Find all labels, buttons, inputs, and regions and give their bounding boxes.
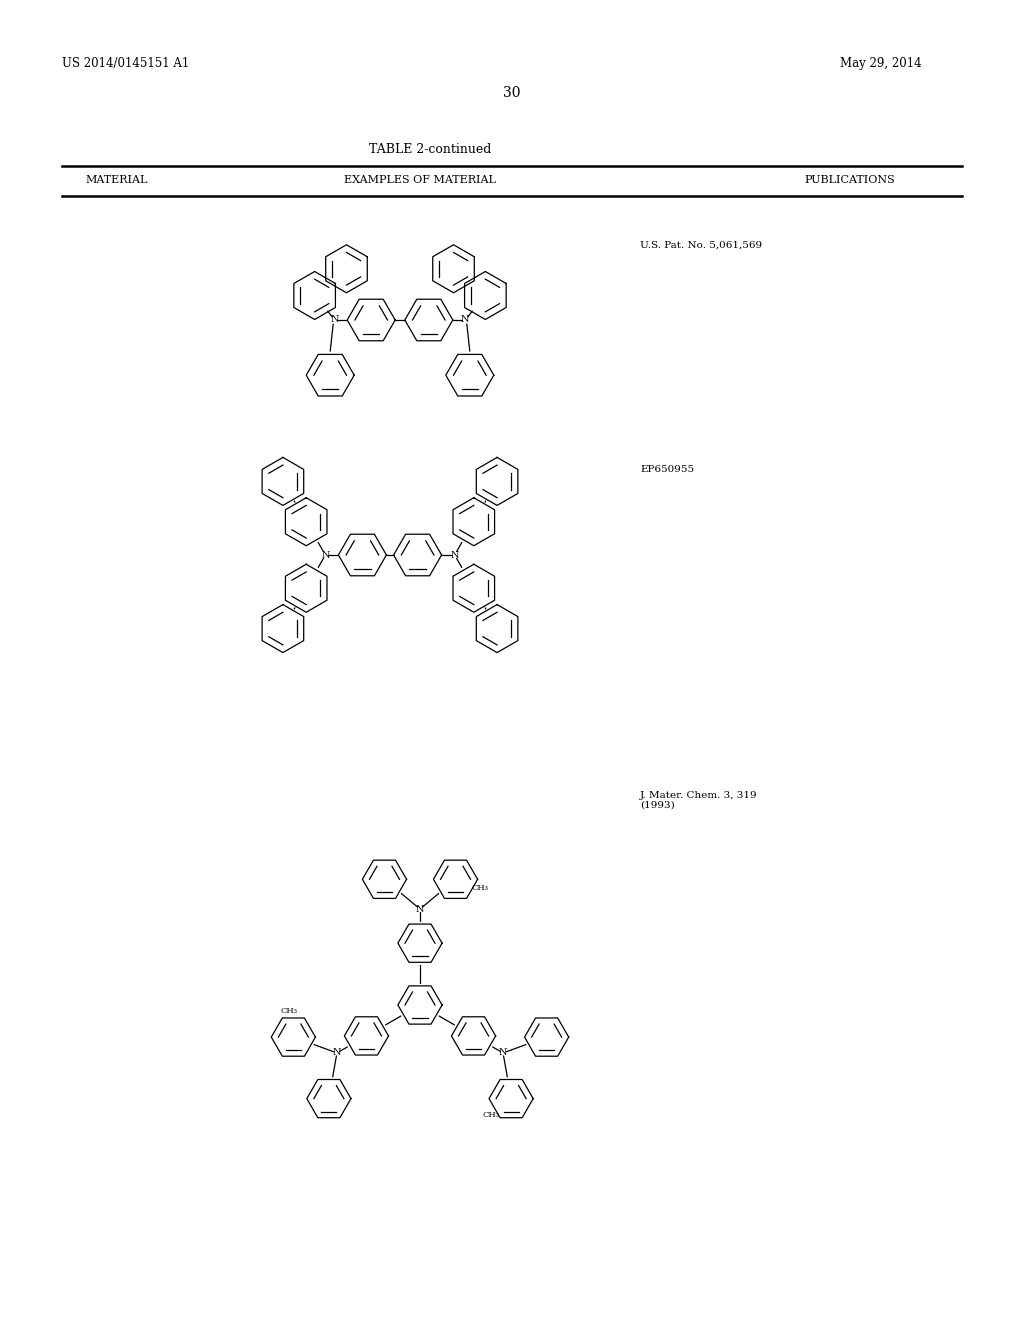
Text: CH₃: CH₃: [281, 1007, 297, 1015]
Text: PUBLICATIONS: PUBLICATIONS: [805, 176, 895, 185]
Text: TABLE 2-continued: TABLE 2-continued: [369, 143, 492, 156]
Text: May 29, 2014: May 29, 2014: [840, 57, 922, 70]
Text: N: N: [322, 550, 330, 560]
Text: N: N: [451, 550, 459, 560]
Text: N: N: [331, 315, 339, 325]
Text: N: N: [416, 904, 424, 913]
Text: J. Mater. Chem. 3, 319
(1993): J. Mater. Chem. 3, 319 (1993): [640, 791, 758, 810]
Text: US 2014/0145151 A1: US 2014/0145151 A1: [62, 57, 189, 70]
Text: N: N: [499, 1048, 507, 1057]
Text: N: N: [333, 1048, 341, 1057]
Text: MATERIAL: MATERIAL: [85, 176, 147, 185]
Text: CH₃: CH₃: [471, 884, 488, 892]
Text: U.S. Pat. No. 5,061,569: U.S. Pat. No. 5,061,569: [640, 242, 762, 249]
Text: EXAMPLES OF MATERIAL: EXAMPLES OF MATERIAL: [344, 176, 496, 185]
Text: 30: 30: [503, 86, 521, 100]
Text: CH₃: CH₃: [482, 1111, 500, 1119]
Text: EP650955: EP650955: [640, 465, 694, 474]
Text: N: N: [461, 315, 469, 325]
